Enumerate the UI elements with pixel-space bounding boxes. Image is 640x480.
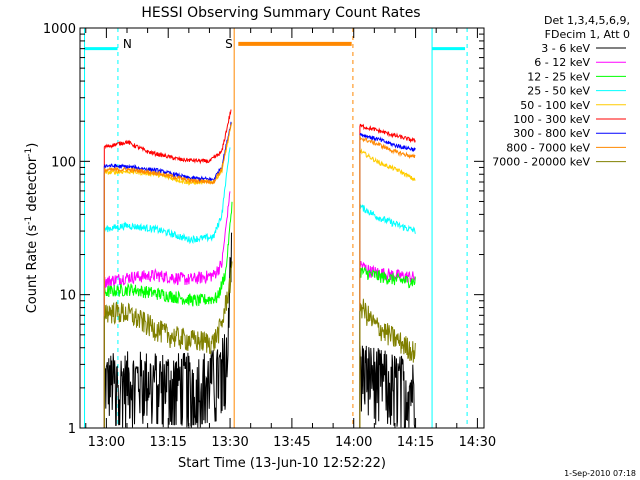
x-tick-label: 14:15 bbox=[397, 435, 434, 450]
chart-title: HESSI Observing Summary Count Rates bbox=[141, 5, 420, 21]
x-tick-label: 13:45 bbox=[273, 435, 310, 450]
x-tick-label: 13:00 bbox=[88, 435, 125, 450]
series-line bbox=[103, 261, 233, 428]
series-line bbox=[103, 201, 233, 428]
series-line bbox=[103, 191, 231, 428]
legend-label: 12 - 25 keV bbox=[527, 70, 590, 83]
series-line bbox=[103, 147, 231, 428]
legend-item: 7000 - 20000 keV bbox=[492, 156, 626, 169]
y-tick-label: 1 bbox=[68, 422, 76, 437]
series-line bbox=[359, 134, 416, 428]
y-axis-label: Count Rate (s-1 detector-1) bbox=[24, 143, 40, 314]
series-line bbox=[103, 124, 232, 428]
annotation-saa: S bbox=[225, 28, 354, 428]
series-line bbox=[359, 123, 416, 428]
y-axis-label-sup1: -1 bbox=[24, 216, 34, 225]
annotation-label: S bbox=[225, 37, 233, 51]
series-100-300-kev bbox=[103, 109, 416, 428]
series-line bbox=[359, 341, 416, 428]
series-line bbox=[103, 232, 233, 428]
legend-item: 100 - 300 keV bbox=[513, 113, 626, 126]
legend-label: 50 - 100 keV bbox=[520, 99, 590, 112]
y-axis: 1 10 100 1000 bbox=[43, 22, 484, 437]
legend-header-decimation: FDecim 1, Att 0 bbox=[545, 28, 630, 41]
legend-label: 6 - 12 keV bbox=[534, 56, 590, 69]
legend-label: 800 - 7000 keV bbox=[506, 141, 590, 154]
generation-date: 1-Sep-2010 07:18 bbox=[564, 469, 636, 478]
y-axis-label-end: ) bbox=[25, 143, 40, 148]
series-line bbox=[103, 121, 232, 428]
legend-header: Det 1,3,4,5,6,9, FDecim 1, Att 0 bbox=[544, 14, 630, 41]
series-line bbox=[359, 204, 416, 428]
y-axis-label-sup2: -1 bbox=[24, 148, 34, 157]
legend-item: 300 - 800 keV bbox=[513, 127, 626, 140]
legend-label: 300 - 800 keV bbox=[513, 127, 590, 140]
legend-label: 7000 - 20000 keV bbox=[492, 156, 590, 169]
x-tick-label: 13:30 bbox=[211, 435, 248, 450]
x-tick-label: 13:15 bbox=[149, 435, 186, 450]
series-800-7000-kev bbox=[103, 124, 416, 428]
series-line bbox=[359, 266, 416, 428]
legend-item: 50 - 100 keV bbox=[520, 99, 626, 112]
series-300-800-kev bbox=[103, 121, 416, 428]
plot-frame bbox=[79, 27, 485, 429]
legend-item: 6 - 12 keV bbox=[534, 56, 626, 69]
series-line bbox=[359, 298, 416, 428]
y-axis-label-mid: detector bbox=[25, 156, 40, 216]
legend-item: 3 - 6 keV bbox=[541, 42, 626, 55]
legend-item: 12 - 25 keV bbox=[527, 70, 626, 83]
annotation-label: N bbox=[123, 37, 132, 51]
legend-label: 3 - 6 keV bbox=[541, 42, 590, 55]
y-tick-label: 100 bbox=[51, 155, 76, 170]
legend-item: 25 - 50 keV bbox=[527, 85, 626, 98]
legend-label: 25 - 50 keV bbox=[527, 85, 590, 98]
series-25-50-kev bbox=[103, 147, 416, 428]
series-line bbox=[359, 148, 416, 428]
legend-item: 800 - 7000 keV bbox=[506, 141, 626, 154]
series-line bbox=[359, 132, 416, 428]
y-axis-label-main: Count Rate (s bbox=[25, 225, 40, 314]
y-tick-label: 1000 bbox=[43, 22, 76, 37]
series-line bbox=[103, 109, 232, 428]
x-tick-label: 14:00 bbox=[335, 435, 372, 450]
legend-label: 100 - 300 keV bbox=[513, 113, 590, 126]
y-tick-label: 10 bbox=[59, 289, 76, 304]
legend-header-detectors: Det 1,3,4,5,6,9, bbox=[544, 14, 630, 27]
series-12-25-kev bbox=[103, 201, 416, 428]
series-3-6-kev bbox=[103, 232, 416, 428]
series-7000-20000-kev bbox=[103, 261, 416, 428]
x-axis: 13:00 13:15 13:30 13:45 14:00 14:15 14:30 bbox=[85, 28, 496, 450]
x-axis-label: Start Time (13-Jun-10 12:52:22) bbox=[178, 456, 386, 471]
x-tick-label: 14:30 bbox=[459, 435, 496, 450]
